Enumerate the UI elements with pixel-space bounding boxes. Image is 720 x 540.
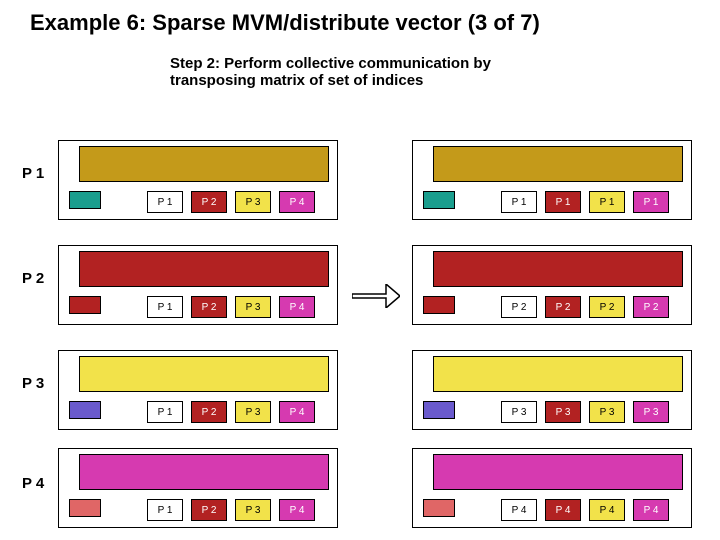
panel-right-row0: P 1 P 1 P 1 P 1	[412, 140, 692, 220]
proc-label-2: P 2	[22, 270, 44, 287]
tag: P 3	[589, 401, 625, 423]
tag: P 4	[545, 499, 581, 521]
tag: P 3	[501, 401, 537, 423]
top-bar	[79, 146, 329, 182]
proc-label-4: P 4	[22, 475, 44, 492]
panel-left-row0: P 1 P 2 P 3 P 4	[58, 140, 338, 220]
panel-left-row1: P 1 P 2 P 3 P 4	[58, 245, 338, 325]
tag: P 1	[501, 191, 537, 213]
tag: P 2	[633, 296, 669, 318]
proc-label-1: P 1	[22, 165, 44, 182]
tag: P 2	[589, 296, 625, 318]
tag: P 4	[279, 296, 315, 318]
top-bar	[79, 251, 329, 287]
chip	[69, 401, 101, 419]
proc-label-3: P 3	[22, 375, 44, 392]
tag: P 3	[235, 191, 271, 213]
tag: P 4	[633, 499, 669, 521]
top-bar	[79, 356, 329, 392]
chip	[423, 296, 455, 314]
chip	[69, 191, 101, 209]
tag: P 4	[589, 499, 625, 521]
chip	[423, 499, 455, 517]
tag: P 1	[147, 499, 183, 521]
tag: P 1	[589, 191, 625, 213]
tag: P 4	[279, 499, 315, 521]
tag: P 4	[279, 191, 315, 213]
chip	[69, 296, 101, 314]
tag: P 1	[545, 191, 581, 213]
top-bar	[433, 146, 683, 182]
panel-right-row1: P 2 P 2 P 2 P 2	[412, 245, 692, 325]
slide-title: Example 6: Sparse MVM/distribute vector …	[30, 10, 540, 36]
top-bar	[79, 454, 329, 490]
chip	[423, 191, 455, 209]
panel-right-row3: P 4 P 4 P 4 P 4	[412, 448, 692, 528]
chip	[69, 499, 101, 517]
tag: P 3	[545, 401, 581, 423]
panel-left-row2: P 1 P 2 P 3 P 4	[58, 350, 338, 430]
top-bar	[433, 356, 683, 392]
tag: P 1	[147, 191, 183, 213]
chip	[423, 401, 455, 419]
transpose-arrow	[352, 284, 400, 313]
tag: P 3	[235, 499, 271, 521]
top-bar	[433, 454, 683, 490]
tag: P 3	[235, 401, 271, 423]
tag: P 4	[501, 499, 537, 521]
tag: P 2	[191, 401, 227, 423]
tag: P 3	[235, 296, 271, 318]
tag: P 1	[633, 191, 669, 213]
tag: P 2	[191, 499, 227, 521]
tag: P 3	[633, 401, 669, 423]
tag: P 2	[501, 296, 537, 318]
tag: P 2	[191, 191, 227, 213]
slide-subtitle: Step 2: Perform collective communication…	[170, 55, 570, 89]
top-bar	[433, 251, 683, 287]
panel-left-row3: P 1 P 2 P 3 P 4	[58, 448, 338, 528]
tag: P 1	[147, 296, 183, 318]
tag: P 1	[147, 401, 183, 423]
tag: P 2	[545, 296, 581, 318]
tag: P 4	[279, 401, 315, 423]
panel-right-row2: P 3 P 3 P 3 P 3	[412, 350, 692, 430]
tag: P 2	[191, 296, 227, 318]
